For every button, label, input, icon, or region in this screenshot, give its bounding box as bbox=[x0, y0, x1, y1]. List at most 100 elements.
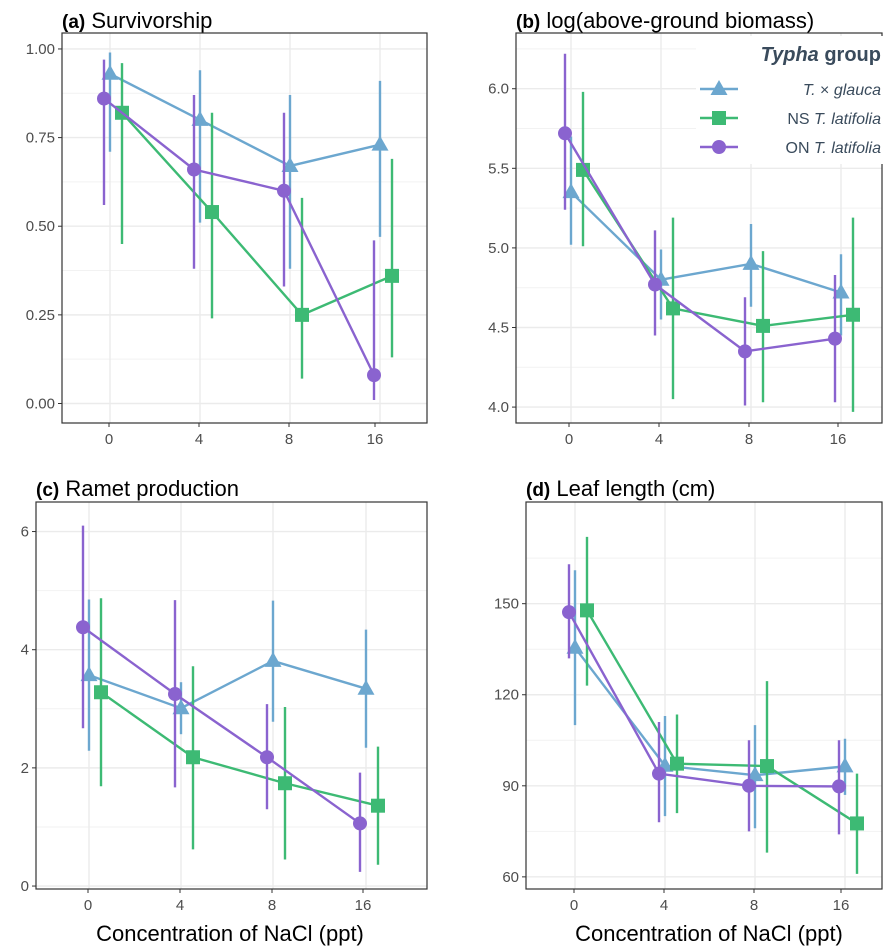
x-tick-label: 16 bbox=[367, 431, 384, 448]
panel-a: (a) Survivorship 0.00 0.25 0.50 0.75 1.00 0 4 8… bbox=[26, 8, 428, 448]
legend-title-genus: Typha bbox=[761, 44, 819, 66]
panel-d-title: (d) Leaf length (cm) bbox=[526, 476, 715, 501]
panel-c-title-text: Ramet production bbox=[65, 476, 239, 501]
panel-border bbox=[525, 501, 883, 890]
data-point bbox=[260, 750, 274, 765]
plot-area-b: 4.0 4.5 5.0 5.5 6.0 0 4 8 16 bbox=[488, 32, 883, 448]
x-tick-label: 0 bbox=[105, 431, 113, 448]
data-point bbox=[738, 344, 752, 359]
data-point bbox=[576, 162, 590, 177]
series-line bbox=[574, 646, 846, 777]
legend: Typha group T. × glauca NS T. latifolia ON… bbox=[696, 36, 886, 164]
data-point bbox=[186, 750, 200, 765]
legend-title: Typha group bbox=[761, 44, 881, 66]
data-point bbox=[172, 699, 190, 715]
legend-background bbox=[696, 36, 886, 164]
y-tick-label: 90 bbox=[502, 778, 519, 795]
plot-background bbox=[526, 502, 882, 889]
series-line bbox=[121, 111, 393, 317]
data-point bbox=[580, 603, 594, 618]
series-glauca bbox=[566, 570, 854, 829]
series-line bbox=[570, 191, 842, 294]
data-point bbox=[168, 687, 182, 702]
series-glauca bbox=[562, 136, 850, 336]
x-tick-label: 4 bbox=[176, 897, 184, 914]
series-ns bbox=[580, 536, 864, 874]
data-point bbox=[80, 666, 98, 682]
y-tick-label: 150 bbox=[494, 596, 519, 613]
x-tick-label: 16 bbox=[833, 897, 850, 914]
x-tick-label: 8 bbox=[750, 897, 758, 914]
data-point bbox=[828, 331, 842, 346]
panel-a-tag: (a) bbox=[62, 12, 85, 33]
plot-background bbox=[62, 33, 427, 423]
panel-c-tag: (c) bbox=[36, 480, 59, 501]
panel-d-title-text: Leaf length (cm) bbox=[556, 476, 715, 501]
x-axis-label-d: Concentration of NaCl (ppt) bbox=[575, 921, 843, 946]
y-tick-label: 4 bbox=[21, 642, 29, 659]
y-tick-label: 0.25 bbox=[26, 307, 55, 324]
data-point bbox=[850, 816, 864, 831]
y-tick-label: 2 bbox=[21, 760, 29, 777]
panel-d: (d) Leaf length (cm) 60 90 120 150 0 4 8 16 bbox=[494, 476, 883, 914]
series-on bbox=[562, 564, 846, 835]
data-point bbox=[756, 318, 770, 333]
data-point bbox=[278, 776, 292, 791]
data-point bbox=[648, 277, 662, 292]
y-tick-label: 4.0 bbox=[488, 399, 509, 416]
data-point bbox=[558, 126, 572, 141]
data-point bbox=[742, 778, 756, 793]
legend-entries: T. × glauca NS T. latifolia ON T. latifoli… bbox=[700, 80, 881, 157]
data-point bbox=[371, 798, 385, 813]
x-tick-label: 0 bbox=[84, 897, 92, 914]
panel-c: (c) Ramet production 0 2 4 6 0 4 8 16 bbox=[21, 476, 428, 914]
x-tick-label: 0 bbox=[570, 897, 578, 914]
series-line bbox=[100, 691, 379, 807]
legend-swatch-marker bbox=[712, 111, 726, 125]
y-tick-label: 0 bbox=[21, 878, 29, 895]
data-point bbox=[94, 685, 108, 700]
y-tick-label: 5.5 bbox=[488, 160, 509, 177]
series-line bbox=[567, 611, 840, 788]
data-point bbox=[742, 254, 760, 270]
series-line bbox=[88, 659, 367, 710]
data-point bbox=[670, 756, 684, 771]
legend-label: T. × glauca bbox=[803, 82, 881, 99]
series-line bbox=[109, 72, 381, 168]
panel-b-tag: (b) bbox=[516, 12, 540, 33]
y-tick-label: 120 bbox=[494, 687, 519, 704]
y-tick-label: 6.0 bbox=[488, 81, 509, 98]
data-point bbox=[281, 156, 299, 172]
series-on bbox=[76, 525, 367, 872]
x-tick-label: 8 bbox=[268, 897, 276, 914]
x-tick-label: 8 bbox=[745, 431, 753, 448]
plot-area-d: 60 90 120 150 0 4 8 16 bbox=[494, 501, 883, 914]
legend-swatch-marker bbox=[712, 140, 726, 154]
panel-b-title-text: log(above-ground biomass) bbox=[546, 8, 814, 33]
data-point bbox=[846, 307, 860, 322]
panel-c-title: (c) Ramet production bbox=[36, 476, 239, 501]
data-point bbox=[385, 268, 399, 283]
series-on bbox=[97, 59, 381, 400]
plot-area-c: 0 2 4 6 0 4 8 16 bbox=[21, 501, 428, 914]
data-point bbox=[357, 679, 375, 695]
data-point bbox=[353, 816, 367, 831]
series-line bbox=[82, 626, 361, 825]
series-ns bbox=[94, 598, 385, 865]
panel-b: (b) log(above-ground biomass) 4.0 4.5 5.0 5… bbox=[488, 8, 883, 448]
panel-a-title-text: Survivorship bbox=[91, 8, 212, 33]
data-point bbox=[760, 759, 774, 774]
data-point bbox=[562, 183, 580, 199]
data-point bbox=[295, 307, 309, 322]
data-point bbox=[101, 64, 119, 80]
y-tick-label: 60 bbox=[502, 869, 519, 886]
y-tick-label: 4.5 bbox=[488, 319, 509, 336]
data-point bbox=[836, 757, 854, 773]
x-axis-label-c: Concentration of NaCl (ppt) bbox=[96, 921, 364, 946]
panel-a-title: (a) Survivorship bbox=[62, 8, 212, 33]
data-point bbox=[367, 368, 381, 383]
series-on bbox=[558, 53, 842, 406]
panel-border bbox=[515, 32, 883, 424]
panel-border bbox=[35, 501, 428, 890]
legend-entry-ns: NS T. latifolia bbox=[700, 111, 881, 128]
